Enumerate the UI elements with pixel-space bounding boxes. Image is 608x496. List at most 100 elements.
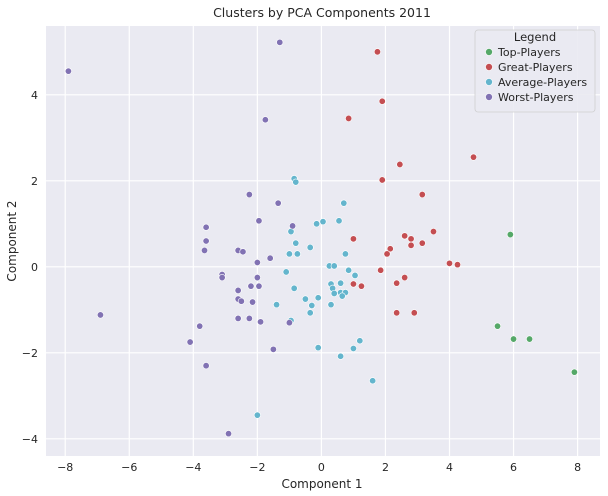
point-average-players — [306, 309, 314, 317]
point-worst-players — [234, 286, 242, 294]
point-worst-players — [237, 297, 245, 305]
point-great-players — [373, 48, 381, 56]
point-great-players — [378, 176, 386, 184]
point-average-players — [337, 352, 345, 360]
point-worst-players — [247, 282, 255, 290]
point-worst-players — [274, 199, 282, 207]
chart-title: Clusters by PCA Components 2011 — [213, 5, 431, 20]
point-great-players — [453, 261, 461, 269]
y-tick-label: −4 — [22, 433, 38, 446]
point-great-players — [401, 274, 409, 282]
point-great-players — [396, 160, 404, 168]
point-average-players — [338, 292, 346, 300]
point-worst-players — [249, 298, 257, 306]
x-tick-label: −8 — [57, 461, 73, 474]
point-average-players — [308, 301, 316, 309]
y-tick-label: −2 — [22, 347, 38, 360]
point-average-players — [340, 199, 348, 207]
point-great-players — [345, 114, 353, 122]
data-points — [64, 38, 578, 438]
point-average-players — [341, 250, 349, 258]
legend-marker-average-players — [485, 78, 493, 86]
legend-label-great-players: Great-Players — [498, 61, 573, 74]
point-average-players — [330, 262, 338, 270]
point-worst-players — [202, 237, 210, 245]
point-great-players — [377, 266, 385, 274]
point-great-players — [383, 250, 391, 258]
point-top-players — [570, 368, 578, 376]
point-average-players — [327, 301, 335, 309]
point-worst-players — [234, 314, 242, 322]
legend-label-top-players: Top-Players — [497, 46, 561, 59]
point-worst-players — [201, 246, 209, 254]
point-average-players — [306, 243, 314, 251]
point-great-players — [393, 309, 401, 317]
legend-marker-great-players — [485, 63, 493, 71]
point-great-players — [386, 245, 394, 253]
point-worst-players — [253, 258, 261, 266]
point-average-players — [301, 295, 309, 303]
point-worst-players — [289, 222, 297, 230]
point-average-players — [314, 344, 322, 352]
y-tick-label: 0 — [31, 261, 38, 274]
point-great-players — [445, 259, 453, 267]
point-worst-players — [253, 274, 261, 282]
point-average-players — [293, 250, 301, 258]
point-worst-players — [239, 248, 247, 256]
point-worst-players — [196, 322, 204, 330]
point-average-players — [292, 178, 300, 186]
point-worst-players — [225, 430, 233, 438]
point-worst-players — [96, 311, 104, 319]
legend-label-average-players: Average-Players — [498, 76, 587, 89]
x-tick-label: −4 — [185, 461, 201, 474]
point-worst-players — [255, 282, 263, 290]
y-axis-label: Component 2 — [5, 200, 19, 281]
point-great-players — [410, 309, 418, 317]
point-great-players — [407, 235, 415, 243]
point-worst-players — [261, 116, 269, 124]
point-worst-players — [269, 345, 277, 353]
point-worst-players — [285, 319, 293, 327]
point-average-players — [292, 239, 300, 247]
x-tick-label: −6 — [121, 461, 137, 474]
x-tick-label: 4 — [446, 461, 453, 474]
point-average-players — [313, 220, 321, 228]
point-great-players — [418, 191, 426, 199]
point-great-players — [349, 280, 357, 288]
point-top-players — [526, 335, 534, 343]
point-worst-players — [218, 274, 226, 282]
point-average-players — [345, 266, 353, 274]
point-top-players — [494, 322, 502, 330]
x-tick-label: 0 — [318, 461, 325, 474]
x-axis-label: Component 1 — [281, 477, 362, 491]
point-average-players — [314, 294, 322, 302]
x-tick-label: 6 — [510, 461, 517, 474]
point-great-players — [378, 97, 386, 105]
point-great-players — [349, 235, 357, 243]
point-worst-players — [245, 191, 253, 199]
point-average-players — [369, 377, 377, 385]
point-average-players — [351, 271, 359, 279]
legend-box — [474, 29, 596, 113]
point-top-players — [510, 335, 518, 343]
point-worst-players — [245, 314, 253, 322]
point-great-players — [357, 282, 365, 290]
point-average-players — [290, 284, 298, 292]
point-average-players — [253, 411, 261, 419]
point-worst-players — [257, 318, 265, 326]
point-worst-players — [255, 217, 263, 225]
legend-label-worst-players: Worst-Players — [498, 91, 574, 104]
point-great-players — [401, 232, 409, 240]
point-worst-players — [276, 38, 284, 46]
point-worst-players — [64, 67, 72, 75]
point-average-players — [330, 289, 338, 297]
legend-marker-top-players — [485, 48, 493, 56]
point-great-players — [429, 228, 437, 236]
point-great-players — [407, 241, 415, 249]
point-average-players — [319, 218, 327, 226]
point-average-players — [273, 301, 281, 309]
x-tick-label: −2 — [249, 461, 265, 474]
point-average-players — [285, 250, 293, 258]
y-tick-labels: −4 −2 0 2 4 — [22, 89, 38, 446]
